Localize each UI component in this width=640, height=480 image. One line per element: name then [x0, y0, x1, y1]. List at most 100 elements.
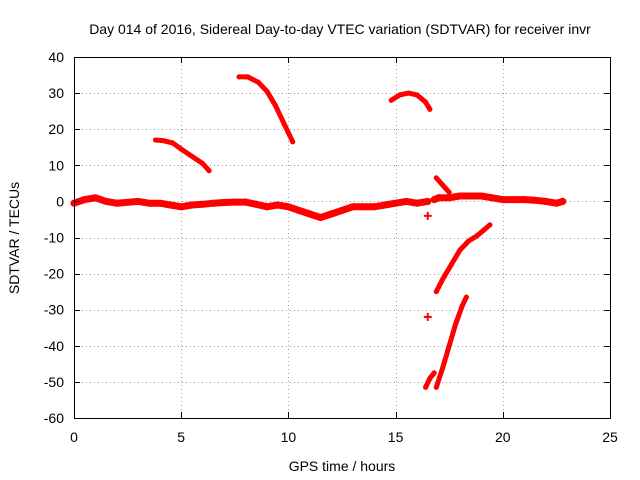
- data-point: [542, 197, 550, 205]
- data-point: [245, 74, 251, 80]
- x-tick-label: 25: [602, 429, 618, 445]
- data-point: [388, 97, 394, 103]
- data-point: [466, 238, 471, 244]
- data-point: [255, 79, 261, 85]
- series-arc-2: [236, 74, 296, 145]
- data-point: [435, 194, 442, 202]
- axis-ticks: [74, 57, 611, 419]
- data-point: [402, 197, 410, 205]
- data-point: [467, 192, 475, 200]
- y-tick-label: -20: [44, 266, 64, 282]
- data-point: [446, 343, 452, 349]
- y-tick-label: -10: [44, 230, 64, 246]
- data-point: [338, 206, 346, 214]
- data-point: [423, 99, 429, 105]
- data-point: [236, 74, 242, 80]
- data-point: [178, 146, 184, 152]
- data-point: [520, 196, 528, 204]
- data-point: [199, 200, 207, 208]
- data-point: [457, 247, 463, 253]
- data-point: [433, 384, 439, 390]
- y-tick-label: 40: [48, 49, 64, 65]
- data-point: [170, 140, 176, 146]
- data-point: [440, 276, 446, 282]
- data-point: [263, 203, 271, 211]
- series-arc-7: [433, 294, 469, 390]
- data-point: [189, 153, 195, 159]
- data-point: [427, 106, 433, 112]
- x-axis-label: GPS time / hours: [289, 458, 396, 474]
- y-tick-label: -60: [44, 410, 64, 426]
- data-point: [281, 121, 287, 127]
- x-tick-label: 10: [281, 429, 297, 445]
- data-point: [209, 199, 217, 207]
- data-point: [448, 262, 454, 268]
- data-point: [433, 175, 439, 181]
- data-point: [145, 199, 153, 207]
- data-point: [134, 197, 142, 205]
- data-point: [317, 214, 325, 222]
- data-point: [177, 203, 185, 211]
- series-dot-2: [423, 312, 432, 321]
- data-point: [456, 192, 464, 200]
- data-point: [306, 210, 314, 218]
- x-tick-label: 15: [388, 429, 404, 445]
- series-dot-1: [423, 211, 432, 220]
- data-point: [531, 196, 539, 204]
- chart-title: Day 014 of 2016, Sidereal Day-to-day VTE…: [89, 21, 591, 37]
- data-point: [431, 370, 437, 376]
- data-point: [414, 92, 420, 98]
- y-tick-label: 20: [48, 121, 64, 137]
- y-tick-label: -40: [44, 338, 64, 354]
- data-point: [445, 194, 453, 202]
- y-axis-label: SDTVAR / TECUs: [6, 182, 22, 294]
- data-point: [188, 201, 196, 209]
- data-point: [477, 192, 485, 200]
- data-point: [510, 196, 517, 204]
- data-point: [284, 203, 292, 211]
- y-tick-label: -30: [44, 302, 64, 318]
- data-point: [220, 199, 228, 206]
- data-point: [463, 294, 469, 300]
- data-point: [413, 199, 421, 207]
- data-point: [559, 197, 567, 205]
- data-point: [474, 233, 480, 239]
- data-point: [459, 303, 465, 309]
- data-point: [167, 201, 174, 209]
- data-point: [161, 138, 167, 144]
- data-point: [359, 203, 367, 211]
- data-point: [392, 199, 400, 207]
- series-arc-1: [153, 137, 212, 174]
- data-point: [433, 289, 439, 295]
- y-tick-label: 30: [48, 85, 64, 101]
- x-tick-label: 20: [495, 429, 511, 445]
- data-point: [453, 321, 459, 327]
- series-arc-5: [433, 222, 493, 295]
- y-tick-label: 0: [56, 193, 64, 209]
- data-point: [242, 198, 249, 206]
- data-point: [423, 384, 429, 390]
- data-point: [487, 222, 493, 228]
- y-tick-label: -50: [44, 374, 64, 390]
- data-point: [200, 161, 206, 166]
- data-point: [274, 201, 282, 209]
- data-series: [70, 74, 567, 390]
- data-point: [446, 189, 452, 195]
- data-point: [290, 139, 296, 145]
- data-point: [113, 199, 121, 207]
- data-point: [327, 210, 335, 218]
- data-point: [499, 196, 507, 204]
- data-point: [295, 206, 303, 214]
- data-point: [427, 375, 433, 381]
- x-tick-labels: 0 5 10 15 20 25: [70, 429, 618, 445]
- data-point: [349, 203, 357, 211]
- data-point: [406, 90, 411, 96]
- data-point: [153, 137, 158, 143]
- data-point: [397, 92, 403, 98]
- data-point: [206, 168, 212, 174]
- data-point: [370, 203, 378, 211]
- y-tick-label: 10: [48, 157, 64, 173]
- data-point: [481, 227, 486, 233]
- data-point: [264, 88, 270, 94]
